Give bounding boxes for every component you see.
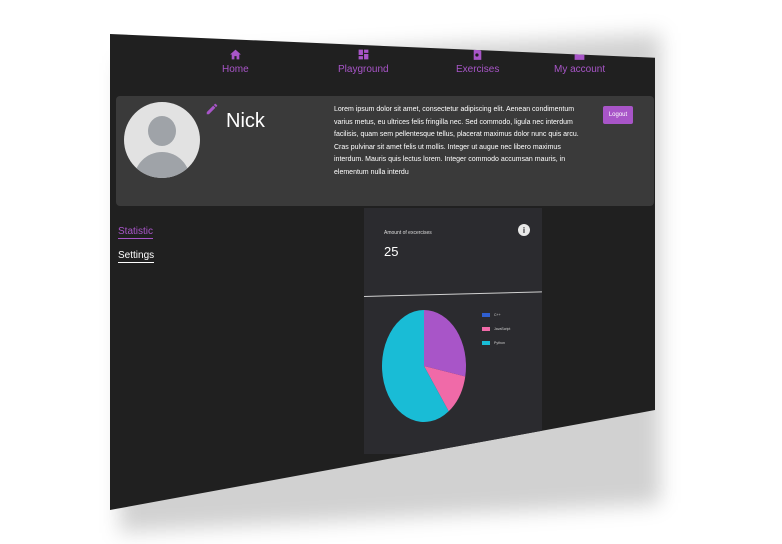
- language-pie-chart: [382, 310, 466, 422]
- document-search-icon: [473, 49, 482, 60]
- legend-label: Python: [494, 341, 505, 345]
- app-window: Home Playground Exercises My account Nic…: [110, 34, 655, 510]
- legend-swatch: [482, 341, 490, 345]
- nav-my-account-label: My account: [554, 64, 606, 75]
- nav-playground-label: Playground: [338, 64, 389, 75]
- pie-slice-c-: [424, 310, 466, 377]
- legend-swatch: [482, 327, 490, 331]
- avatar-body: [134, 152, 190, 178]
- avatar-head: [148, 116, 176, 146]
- legend-item: Python: [482, 336, 510, 350]
- menu-settings[interactable]: Settings: [118, 250, 155, 263]
- avatar: [124, 102, 200, 178]
- legend-label: JavaScript: [494, 327, 511, 331]
- logout-button[interactable]: Logout: [603, 106, 633, 124]
- menu-statistic[interactable]: Statistic: [118, 226, 154, 239]
- legend-swatch: [482, 313, 490, 317]
- grid-icon: [358, 49, 369, 60]
- nav-exercises-label: Exercises: [456, 64, 500, 75]
- exercise-count-value: 25: [384, 244, 399, 259]
- pencil-icon[interactable]: [205, 102, 219, 116]
- legend-item: JavaScript: [482, 322, 510, 336]
- nav-home-label: Home: [222, 64, 249, 75]
- nav-exercises[interactable]: Exercises: [456, 48, 499, 75]
- nav-home[interactable]: Home: [222, 48, 249, 75]
- pie-slice-javascript: [424, 366, 466, 412]
- statistic-card: Amount of excercises 25 i C++ JavaScript P…: [364, 208, 542, 454]
- legend-item: C++: [482, 308, 510, 322]
- pie-slice-python: [382, 310, 449, 422]
- legend-label: C++: [494, 313, 501, 317]
- profile-name: Nick: [226, 110, 265, 132]
- home-icon: [229, 49, 241, 60]
- profile-bio: Lorem ipsum dolor sit amet, consectetur …: [334, 106, 579, 176]
- exercise-count-label: Amount of excercises: [384, 230, 432, 236]
- profile-panel: Nick Lorem ipsum dolor sit amet, consect…: [116, 96, 654, 206]
- chart-legend: C++ JavaScript Python: [482, 308, 510, 350]
- card-divider: [364, 291, 542, 297]
- nav-playground[interactable]: Playground: [338, 48, 389, 75]
- info-icon[interactable]: i: [518, 224, 530, 236]
